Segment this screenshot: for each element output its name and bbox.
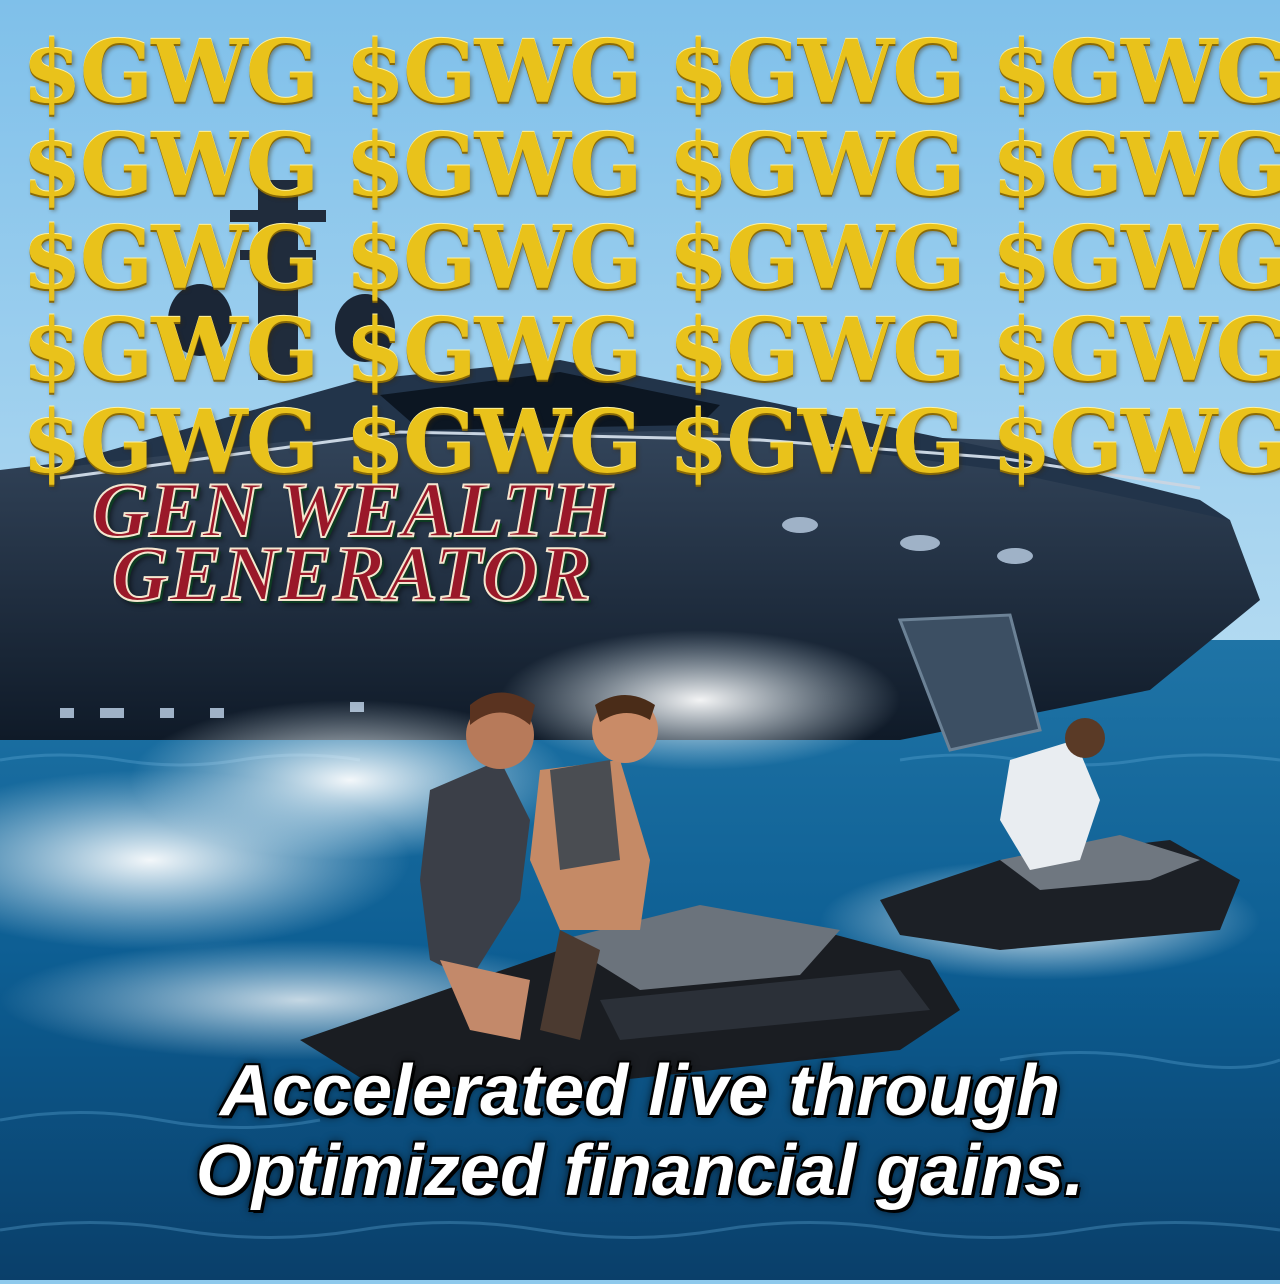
jet-ski-front (300, 692, 960, 1090)
ticker-row: $GWG $GWG $GWG $GWG (22, 208, 1280, 309)
ticker-row: $GWG $GWG $GWG $GWG (22, 22, 1280, 123)
tender-door (897, 613, 1042, 752)
title-line-1: GEN WEALTH (91, 466, 613, 553)
yacht-railing (59, 430, 1201, 490)
rider-woman (420, 760, 530, 980)
gwg-ticker: $GWG $GWG $GWG $GWG $GWG $GWG $GWG $GWG … (0, 0, 1280, 520)
caption-line-2: Optimized financial gains. (195, 1131, 1085, 1211)
ticker-row: $GWG $GWG $GWG $GWG (22, 115, 1280, 216)
poster-title: GEN WEALTH GENERATOR (91, 466, 792, 617)
jet-ski-rear (880, 718, 1240, 950)
rider-rear (1000, 740, 1100, 870)
caption-line-1: Accelerated live through (219, 1051, 1061, 1131)
ticker-row: $GWG $GWG $GWG $GWG (22, 300, 1280, 401)
yacht-deck (40, 360, 1230, 520)
ticker-row: $GWG $GWG $GWG $GWG (22, 392, 1280, 493)
radar-dome (168, 284, 232, 356)
title-line-2: GENERATOR (111, 530, 593, 617)
yacht (0, 180, 1260, 752)
radar-dome (335, 294, 395, 362)
yacht-windows (380, 372, 720, 430)
